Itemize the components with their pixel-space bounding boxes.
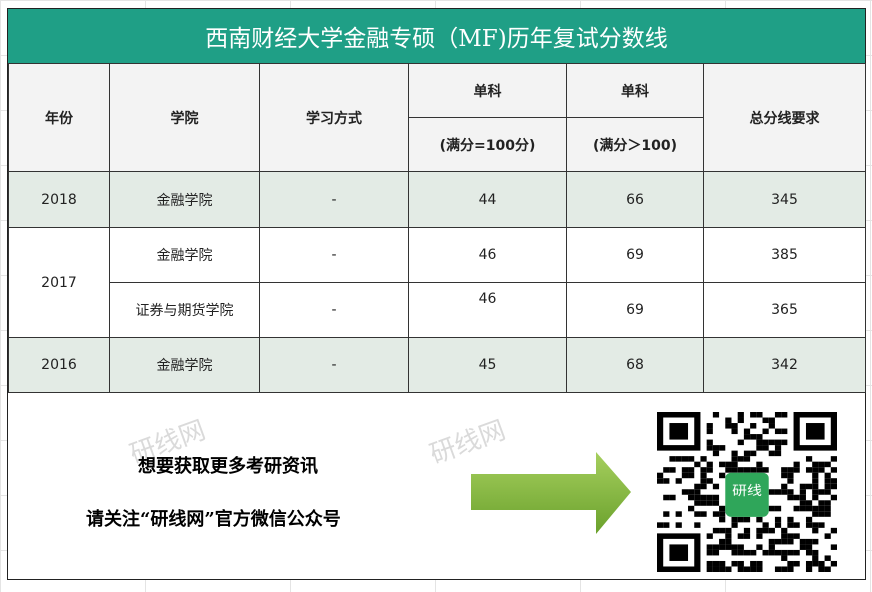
table-row: 2017 金融学院 - 46 69 385 [8,227,866,338]
cell-single2: 68 [566,337,704,393]
cell-school: 金融学院 [109,171,260,228]
cell-single1: 44 [408,171,567,228]
header-single2-sub: (满分＞100) [566,117,704,172]
cell-total: 385 [703,227,866,283]
score-table: 年份 学院 学习方式 单科 单科 总分线要求 (满分=100分) (满分＞100… [8,63,866,393]
cell-total: 365 [703,282,866,338]
header-school: 学院 [109,63,260,172]
cell-single2: 69 [566,227,704,283]
table-row: 证券与期货学院 - 46 69 365 [9,282,866,338]
cell-single1: 46 [408,282,567,338]
promo-footer: 研线网 研线网 想要获取更多考研资讯 请关注“研线网”官方微信公众号 研线 [8,392,865,579]
cell-mode: - [259,337,409,393]
qr-code[interactable]: 研线 [657,412,837,572]
arrow-right-icon [471,452,631,534]
table-row: 2018 金融学院 - 44 66 345 [8,171,866,228]
header-single1: 单科 [408,63,567,118]
cell-single2: 69 [566,282,704,338]
table-title: 西南财经大学金融专硕（MF)历年复试分数线 [8,9,865,64]
header-year: 年份 [8,63,110,172]
cell-school: 证券与期货学院 [109,282,260,338]
cell-year: 2018 [8,171,110,228]
cell-year: 2017 [8,227,110,338]
cell-mode: - [259,282,409,338]
cell-total: 342 [703,337,866,393]
header-study-mode: 学习方式 [259,63,409,172]
header-subrow: (满分=100分) (满分＞100) [9,117,866,172]
header-row: 年份 学院 学习方式 单科 单科 总分线要求 [8,63,866,172]
cell-single1: 46 [408,227,567,283]
cell-single1: 45 [408,337,567,393]
cell-school: 金融学院 [109,337,260,393]
header-single1-sub: (满分=100分) [408,117,567,172]
cell-school: 金融学院 [109,227,260,283]
svg-text:研线: 研线 [732,483,762,498]
cell-mode: - [259,171,409,228]
promo-line-1: 想要获取更多考研资讯 [138,456,318,477]
table-row: 2016 金融学院 - 45 68 342 [8,337,866,393]
score-table-card: 西南财经大学金融专硕（MF)历年复试分数线 年份 学院 学习方式 单科 单科 总… [7,8,866,580]
header-total: 总分线要求 [703,63,866,172]
cell-mode: - [259,227,409,283]
cell-single2: 66 [566,171,704,228]
promo-line-2: 请关注“研线网”官方微信公众号 [86,509,341,530]
cell-total: 345 [703,171,866,228]
header-single2: 单科 [566,63,704,118]
cell-year: 2016 [8,337,110,393]
